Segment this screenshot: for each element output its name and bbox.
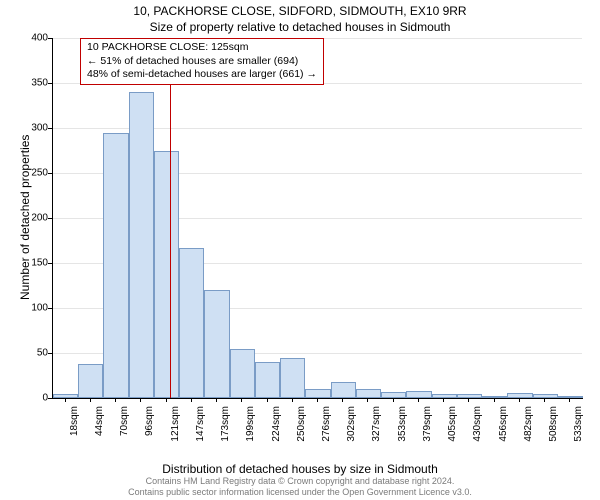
annotation-box: 10 PACKHORSE CLOSE: 125sqm ← 51% of deta… <box>80 38 324 85</box>
x-tick-mark <box>569 398 570 402</box>
x-tick-label: 199sqm <box>245 406 256 450</box>
x-tick-label: 173sqm <box>220 406 231 450</box>
chart-container: { "title_main": "10, PACKHORSE CLOSE, SI… <box>0 0 600 500</box>
x-tick-label: 302sqm <box>346 406 357 450</box>
x-tick-mark <box>292 398 293 402</box>
y-tick-label: 400 <box>31 33 48 44</box>
histogram-bar <box>280 358 305 399</box>
histogram-bar <box>482 396 507 398</box>
footer-line2: Contains public sector information licen… <box>0 487 600 498</box>
title-sub: Size of property relative to detached ho… <box>0 20 600 34</box>
annotation-line2: ← 51% of detached houses are smaller (69… <box>87 55 317 69</box>
x-axis-label: Distribution of detached houses by size … <box>0 462 600 476</box>
x-tick-label: 508sqm <box>548 406 559 450</box>
x-tick-label: 70sqm <box>119 406 130 450</box>
x-tick-mark <box>494 398 495 402</box>
x-tick-label: 456sqm <box>498 406 509 450</box>
histogram-bar <box>507 393 532 398</box>
y-tick-label: 350 <box>31 78 48 89</box>
x-tick-mark <box>90 398 91 402</box>
histogram-bar <box>331 382 356 398</box>
x-tick-label: 327sqm <box>371 406 382 450</box>
chart-plot-area <box>52 38 583 399</box>
x-tick-label: 353sqm <box>397 406 408 450</box>
histogram-bar <box>305 389 330 398</box>
x-tick-mark <box>342 398 343 402</box>
x-tick-mark <box>367 398 368 402</box>
x-tick-label: 96sqm <box>144 406 155 450</box>
x-tick-label: 430sqm <box>472 406 483 450</box>
x-tick-label: 224sqm <box>271 406 282 450</box>
histogram-bar <box>381 392 406 398</box>
title-main: 10, PACKHORSE CLOSE, SIDFORD, SIDMOUTH, … <box>0 4 600 18</box>
x-tick-mark <box>317 398 318 402</box>
x-tick-mark <box>418 398 419 402</box>
x-tick-label: 121sqm <box>170 406 181 450</box>
y-tick-label: 50 <box>37 348 48 359</box>
x-tick-mark <box>544 398 545 402</box>
x-tick-mark <box>191 398 192 402</box>
x-tick-label: 379sqm <box>422 406 433 450</box>
property-marker-line <box>170 38 171 398</box>
histogram-bar <box>103 133 128 399</box>
y-axis-label: Number of detached properties <box>18 135 32 300</box>
histogram-bar <box>356 389 381 398</box>
x-tick-mark <box>65 398 66 402</box>
x-tick-mark <box>393 398 394 402</box>
histogram-bar <box>78 364 103 398</box>
x-tick-label: 18sqm <box>69 406 80 450</box>
histogram-bar <box>204 290 229 398</box>
y-tick-label: 150 <box>31 258 48 269</box>
x-tick-label: 147sqm <box>195 406 206 450</box>
annotation-line3: 48% of semi-detached houses are larger (… <box>87 68 317 82</box>
x-tick-mark <box>216 398 217 402</box>
annotation-line1: 10 PACKHORSE CLOSE: 125sqm <box>87 41 317 55</box>
x-tick-mark <box>140 398 141 402</box>
x-tick-label: 44sqm <box>94 406 105 450</box>
x-tick-mark <box>443 398 444 402</box>
footer-line1: Contains HM Land Registry data © Crown c… <box>0 476 600 487</box>
x-tick-mark <box>166 398 167 402</box>
x-tick-mark <box>241 398 242 402</box>
x-tick-label: 405sqm <box>447 406 458 450</box>
histogram-bar <box>230 349 255 399</box>
footer-text: Contains HM Land Registry data © Crown c… <box>0 476 600 498</box>
y-tick-label: 200 <box>31 213 48 224</box>
histogram-bar <box>129 92 154 398</box>
x-tick-label: 276sqm <box>321 406 332 450</box>
y-tick-label: 100 <box>31 303 48 314</box>
x-tick-label: 250sqm <box>296 406 307 450</box>
histogram-bar <box>406 391 431 398</box>
y-tick-label: 300 <box>31 123 48 134</box>
histogram-bar <box>255 362 280 398</box>
histogram-bar <box>154 151 179 399</box>
x-tick-mark <box>519 398 520 402</box>
histogram-bar <box>179 248 204 398</box>
x-tick-mark <box>115 398 116 402</box>
y-tick-label: 250 <box>31 168 48 179</box>
x-tick-label: 533sqm <box>573 406 584 450</box>
histogram-bar <box>53 394 78 399</box>
x-tick-mark <box>468 398 469 402</box>
x-tick-label: 482sqm <box>523 406 534 450</box>
x-tick-mark <box>267 398 268 402</box>
